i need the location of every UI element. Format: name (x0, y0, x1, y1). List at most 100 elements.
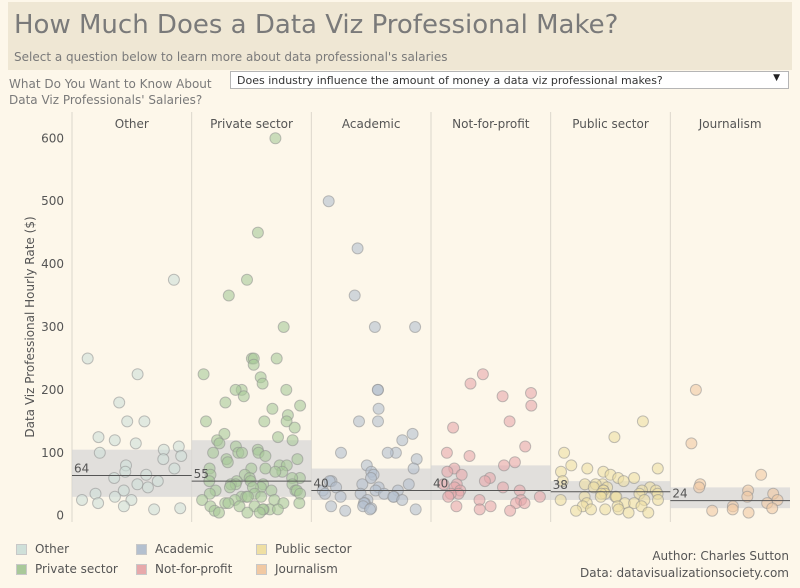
question-dropdown-value: Does industry influence the amount of mo… (237, 74, 663, 87)
data-point (437, 478, 450, 491)
data-point (348, 289, 361, 302)
median-label: 40 (313, 477, 328, 491)
data-point (121, 415, 134, 428)
legend-label: Other (35, 542, 70, 556)
data-point (294, 399, 307, 412)
data-point (148, 503, 161, 516)
data-point (174, 502, 187, 515)
data-point (222, 289, 235, 302)
data-point (409, 503, 422, 516)
data-point (247, 358, 260, 371)
question-label: What Do You Want to Know About Data Viz … (9, 77, 212, 107)
data-point (519, 440, 532, 453)
legend-swatch (256, 563, 267, 575)
data-point (409, 321, 422, 333)
data-point (450, 500, 463, 513)
data-point (291, 453, 304, 466)
data-point (93, 446, 106, 459)
data-point (237, 390, 250, 403)
median-label: 55 (194, 467, 209, 481)
data-point (525, 399, 538, 412)
data-point (407, 462, 420, 475)
chevron-down-icon[interactable]: ▼ (773, 73, 780, 83)
data-point (322, 195, 335, 208)
legend-label: Journalism (275, 562, 338, 576)
data-point (464, 377, 477, 390)
data-point (498, 459, 510, 472)
data-point (335, 446, 347, 459)
data-point (140, 468, 153, 481)
median-label: 24 (672, 487, 687, 501)
data-point (339, 504, 352, 517)
data-point (213, 506, 225, 519)
data-point (741, 490, 754, 503)
data-point (258, 415, 271, 428)
data-point (455, 468, 468, 481)
legend-label: Academic (155, 542, 214, 556)
data-point (280, 415, 293, 428)
y-tick-label: 300 (41, 320, 64, 334)
data-point (223, 481, 236, 494)
data-point (351, 242, 364, 255)
legend-item-public-sector[interactable]: Public sector (256, 542, 352, 556)
data-point (396, 434, 409, 447)
legend-swatch (16, 563, 27, 575)
legend-swatch (136, 543, 147, 555)
data-point (570, 504, 582, 517)
data-point (259, 450, 272, 462)
data-point (755, 468, 768, 481)
data-point (504, 504, 517, 517)
data-point (612, 503, 625, 516)
data-point (402, 478, 415, 491)
legend-item-private-sector[interactable]: Private sector (16, 562, 118, 576)
data-source: Data: datavisualizationsociety.com (580, 566, 789, 580)
data-point (442, 490, 455, 503)
data-point (277, 321, 290, 333)
question-dropdown[interactable]: Does industry influence the amount of mo… (230, 71, 789, 89)
data-point (766, 502, 779, 515)
data-point (371, 383, 384, 396)
data-point (266, 402, 279, 415)
data-point (286, 434, 299, 447)
data-point (325, 500, 338, 513)
data-point (117, 500, 130, 513)
median-label: 40 (433, 477, 448, 491)
legend-swatch (16, 543, 27, 555)
data-point (608, 431, 621, 444)
category-header: Public sector (572, 117, 649, 131)
data-point (706, 504, 719, 517)
category-header: Other (115, 117, 149, 131)
category-header: Journalism (698, 117, 762, 131)
data-point (168, 462, 181, 475)
category-header: Private sector (210, 117, 293, 131)
data-point (241, 506, 254, 519)
data-point (651, 462, 664, 475)
page-title: How Much Does a Data Viz Professional Ma… (14, 10, 619, 40)
data-point (167, 273, 180, 286)
data-point (256, 377, 269, 390)
data-point (585, 503, 597, 516)
data-point (233, 500, 246, 513)
data-point (622, 506, 635, 519)
data-point (636, 415, 649, 428)
legend-item-journalism[interactable]: Journalism (256, 562, 338, 576)
data-point (628, 472, 641, 484)
legend-item-academic[interactable]: Academic (136, 542, 214, 556)
category-header: Academic (342, 117, 401, 131)
data-point (565, 459, 578, 472)
data-point (478, 475, 491, 488)
legend-item-not-for-profit[interactable]: Not-for-profit (136, 562, 232, 576)
data-point (271, 503, 284, 516)
data-point (241, 490, 254, 503)
y-tick-label: 100 (41, 446, 64, 460)
data-point (92, 497, 105, 510)
y-tick-label: 200 (41, 383, 64, 397)
legend-item-other[interactable]: Other (16, 542, 69, 556)
data-point (138, 415, 151, 428)
data-point (76, 494, 88, 506)
data-point (503, 415, 516, 428)
data-point (221, 456, 234, 469)
data-point (693, 481, 706, 494)
data-point (642, 506, 655, 519)
credits: Author: Charles Sutton Data: datavisuali… (580, 548, 789, 582)
